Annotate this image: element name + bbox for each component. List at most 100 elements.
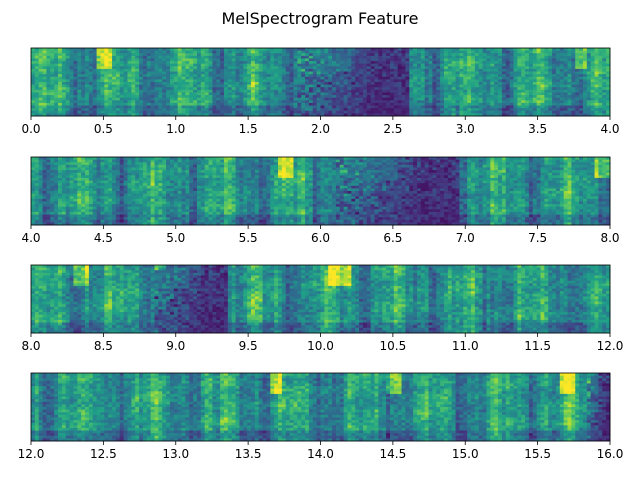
spectrogram-cell <box>602 68 607 72</box>
spectrogram-cell <box>239 89 244 93</box>
spectrogram-cell <box>69 196 74 200</box>
spectrogram-cell <box>285 71 291 75</box>
spectrogram-cell <box>308 92 314 96</box>
spectrogram-cell <box>521 74 526 78</box>
spectrogram-cell <box>54 84 59 88</box>
spectrogram-cell <box>185 172 190 176</box>
spectrogram-cell <box>85 76 90 80</box>
spectrogram-cell <box>509 68 514 72</box>
spectrogram-cell <box>135 97 140 101</box>
spectrogram-cell <box>115 191 121 195</box>
spectrogram-cell <box>606 113 611 117</box>
spectrogram-cell <box>61 58 67 62</box>
spectrogram-cell <box>146 201 152 205</box>
spectrogram-cell <box>455 95 460 99</box>
spectrogram-cell <box>77 110 82 114</box>
spectrogram-cell <box>332 89 337 93</box>
spectrogram-cell <box>285 110 291 114</box>
spectrogram-cell <box>324 74 329 78</box>
spectrogram-cell <box>243 79 248 83</box>
spectrogram-cell <box>582 113 588 117</box>
spectrogram-cell <box>386 89 391 93</box>
spectrogram-cell <box>532 97 538 101</box>
spectrogram-cell <box>189 79 194 83</box>
spectrogram-cell <box>281 53 287 57</box>
spectrogram-cell <box>594 102 599 106</box>
spectrogram-cell <box>81 201 86 205</box>
spectrogram-cell <box>347 79 352 83</box>
spectrogram-cell <box>548 97 553 101</box>
spectrogram-cell <box>119 196 125 200</box>
spectrogram-cell <box>305 74 310 78</box>
spectrogram-cell <box>552 53 557 57</box>
spectrogram-cell <box>486 100 491 104</box>
spectrogram-cell <box>312 48 318 52</box>
spectrogram-cell <box>123 68 128 72</box>
spectrogram-cell <box>73 110 78 114</box>
spectrogram-cell <box>112 71 117 75</box>
spectrogram-cell <box>366 71 372 75</box>
spectrogram-cell <box>146 92 152 96</box>
spectrogram-cell <box>359 48 364 52</box>
spectrogram-cell <box>77 84 82 88</box>
spectrogram-cell <box>339 82 345 86</box>
spectrogram-cell <box>50 157 55 161</box>
spectrogram-cell <box>486 50 491 54</box>
spectrogram-cell <box>100 206 105 210</box>
spectrogram-cell <box>498 76 503 80</box>
spectrogram-cell <box>58 74 63 78</box>
x-tick-label: 1.5 <box>239 122 258 136</box>
spectrogram-cell <box>173 191 179 195</box>
spectrogram-cell <box>142 66 148 70</box>
spectrogram-cell <box>31 55 36 59</box>
spectrogram-cell <box>61 219 67 223</box>
spectrogram-cell <box>108 100 113 104</box>
spectrogram-cell <box>598 76 603 80</box>
spectrogram-cell <box>123 188 128 192</box>
spectrogram-cell <box>335 66 341 70</box>
spectrogram-cell <box>567 55 572 59</box>
spectrogram-cell <box>370 48 375 52</box>
spectrogram-cell <box>428 58 433 62</box>
spectrogram-cell <box>61 71 67 75</box>
spectrogram-cell <box>123 206 128 210</box>
spectrogram-cell <box>231 110 236 114</box>
spectrogram-cell <box>297 95 302 99</box>
spectrogram-cell <box>146 211 152 215</box>
spectrogram-cell <box>162 100 167 104</box>
spectrogram-cell <box>374 102 379 106</box>
spectrogram-cell <box>150 63 155 67</box>
spectrogram-cell <box>31 102 36 106</box>
spectrogram-cell <box>69 66 74 70</box>
spectrogram-cell <box>444 95 449 99</box>
spectrogram-cell <box>451 87 456 91</box>
spectrogram-cell <box>579 100 584 104</box>
spectrogram-cell <box>69 82 74 86</box>
spectrogram-cell <box>598 105 603 109</box>
spectrogram-cell <box>115 48 121 52</box>
spectrogram-cell <box>582 71 588 75</box>
spectrogram-cell <box>208 89 213 93</box>
spectrogram-cell <box>602 55 607 59</box>
spectrogram-cell <box>204 50 209 54</box>
spectrogram-cell <box>96 177 101 181</box>
spectrogram-cell <box>251 71 256 75</box>
spectrogram-cell <box>65 222 70 226</box>
spectrogram-cell <box>69 50 74 54</box>
spectrogram-cell <box>65 198 70 202</box>
spectrogram-cell <box>65 209 70 213</box>
spectrogram-cell <box>92 97 98 101</box>
spectrogram-cell <box>73 201 78 205</box>
spectrogram-cell <box>417 53 422 57</box>
spectrogram-cell <box>386 71 391 75</box>
spectrogram-cell <box>181 211 186 215</box>
spectrogram-cell <box>54 50 59 54</box>
spectrogram-cell <box>177 108 182 112</box>
spectrogram-cell <box>142 167 148 171</box>
spectrogram-cell <box>482 100 487 104</box>
spectrogram-cell <box>355 71 360 75</box>
spectrogram-cell <box>509 84 514 88</box>
spectrogram-cell <box>320 110 325 114</box>
spectrogram-cell <box>50 66 55 70</box>
spectrogram-cell <box>451 61 456 65</box>
